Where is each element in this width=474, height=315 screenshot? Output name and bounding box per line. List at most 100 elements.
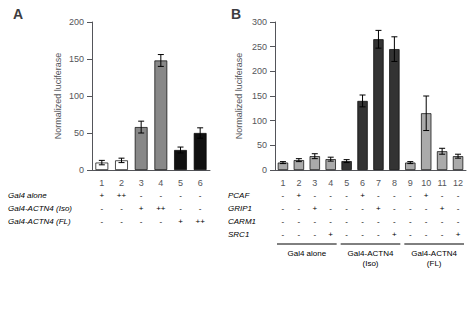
svg-text:250: 250: [252, 42, 267, 52]
svg-text:-: -: [179, 191, 182, 200]
svg-text:0: 0: [79, 165, 84, 175]
svg-text:-: -: [377, 191, 380, 200]
svg-text:5: 5: [178, 178, 183, 188]
svg-text:1: 1: [99, 178, 104, 188]
svg-text:+: +: [328, 230, 333, 239]
svg-text:Gal4 alone: Gal4 alone: [287, 249, 326, 258]
svg-text:-: -: [393, 217, 396, 226]
svg-text:Gal4 alone: Gal4 alone: [8, 191, 47, 200]
svg-text:+: +: [424, 191, 429, 200]
svg-text:4: 4: [328, 178, 333, 188]
svg-text:+: +: [99, 191, 104, 200]
svg-text:0: 0: [262, 165, 267, 175]
svg-text:7: 7: [376, 178, 381, 188]
svg-text:-: -: [298, 230, 301, 239]
svg-text:-: -: [425, 217, 428, 226]
svg-text:-: -: [199, 191, 202, 200]
svg-text:-: -: [329, 204, 332, 213]
svg-text:-: -: [159, 217, 162, 226]
svg-text:300: 300: [252, 17, 267, 27]
svg-text:-: -: [441, 230, 444, 239]
svg-text:-: -: [393, 204, 396, 213]
svg-text:-: -: [457, 191, 460, 200]
svg-text:+: +: [139, 204, 144, 213]
svg-text:Normalized luciferase: Normalized luciferase: [234, 53, 244, 140]
svg-text:-: -: [409, 217, 412, 226]
svg-text:+: +: [297, 191, 302, 200]
svg-text:-: -: [345, 230, 348, 239]
svg-text:-: -: [313, 217, 316, 226]
svg-text:A: A: [13, 6, 23, 22]
svg-text:6: 6: [360, 178, 365, 188]
svg-text:11: 11: [437, 178, 446, 188]
svg-text:+: +: [360, 191, 365, 200]
svg-text:-: -: [120, 204, 123, 213]
svg-text:-: -: [409, 230, 412, 239]
svg-text:-: -: [393, 191, 396, 200]
svg-text:-: -: [361, 217, 364, 226]
svg-text:12: 12: [453, 178, 463, 188]
svg-text:4: 4: [158, 178, 163, 188]
svg-text:(FL): (FL): [427, 259, 442, 268]
svg-text:Gal4-ACTN4: Gal4-ACTN4: [348, 249, 394, 258]
svg-text:1: 1: [280, 178, 285, 188]
svg-text:200: 200: [69, 17, 84, 27]
svg-text:-: -: [298, 204, 301, 213]
svg-text:-: -: [282, 204, 285, 213]
svg-text:++: ++: [117, 191, 127, 200]
svg-text:-: -: [457, 217, 460, 226]
svg-text:-: -: [298, 217, 301, 226]
svg-text:-: -: [140, 191, 143, 200]
svg-text:-: -: [377, 217, 380, 226]
svg-text:2: 2: [296, 178, 301, 188]
svg-text:9: 9: [408, 178, 413, 188]
svg-text:-: -: [409, 204, 412, 213]
svg-text:-: -: [100, 217, 103, 226]
svg-text:+: +: [392, 230, 397, 239]
svg-text:-: -: [441, 217, 444, 226]
svg-text:10: 10: [421, 178, 431, 188]
svg-text:-: -: [425, 204, 428, 213]
svg-text:+: +: [376, 204, 381, 213]
svg-text:-: -: [345, 217, 348, 226]
svg-text:-: -: [282, 217, 285, 226]
svg-text:-: -: [313, 191, 316, 200]
svg-text:-: -: [345, 191, 348, 200]
svg-text:+: +: [312, 204, 317, 213]
svg-text:100: 100: [69, 91, 84, 101]
svg-text:3: 3: [139, 178, 144, 188]
svg-text:150: 150: [69, 54, 84, 64]
svg-text:-: -: [282, 230, 285, 239]
svg-text:-: -: [441, 191, 444, 200]
svg-text:(Iso): (Iso): [363, 259, 379, 268]
svg-text:-: -: [100, 204, 103, 213]
svg-text:2: 2: [119, 178, 124, 188]
svg-text:+: +: [440, 204, 445, 213]
svg-text:150: 150: [252, 91, 267, 101]
svg-text:-: -: [425, 230, 428, 239]
svg-text:GRIP1: GRIP1: [228, 204, 252, 213]
svg-text:100: 100: [252, 116, 267, 126]
svg-text:-: -: [329, 191, 332, 200]
svg-text:-: -: [377, 230, 380, 239]
svg-text:200: 200: [252, 66, 267, 76]
svg-text:-: -: [313, 230, 316, 239]
svg-text:5: 5: [344, 178, 349, 188]
svg-text:-: -: [409, 191, 412, 200]
svg-text:-: -: [179, 204, 182, 213]
svg-text:-: -: [140, 217, 143, 226]
svg-text:-: -: [361, 230, 364, 239]
svg-text:Gal4-ACTN4: Gal4-ACTN4: [411, 249, 457, 258]
svg-text:6: 6: [198, 178, 203, 188]
svg-text:Normalized luciferase: Normalized luciferase: [53, 53, 63, 140]
svg-text:-: -: [159, 191, 162, 200]
svg-text:+: +: [178, 217, 183, 226]
svg-text:++: ++: [195, 217, 205, 226]
svg-text:CARM1: CARM1: [228, 217, 256, 226]
svg-text:-: -: [329, 217, 332, 226]
svg-text:Gal4-ACTN4 (Iso): Gal4-ACTN4 (Iso): [8, 204, 72, 213]
svg-text:50: 50: [74, 128, 84, 138]
svg-text:-: -: [345, 204, 348, 213]
svg-text:-: -: [282, 191, 285, 200]
svg-text:3: 3: [312, 178, 317, 188]
